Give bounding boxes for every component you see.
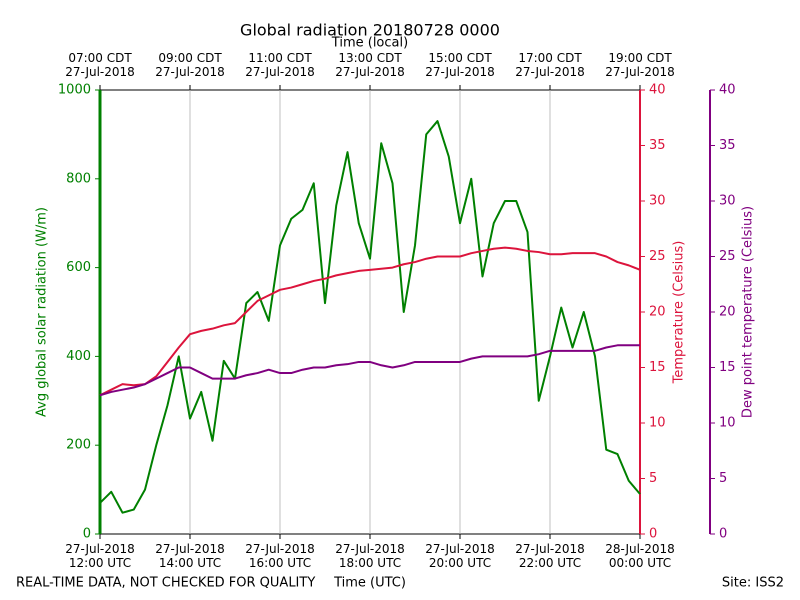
y3-tick-label: 35 [719, 138, 736, 153]
y3-tick-label: 25 [719, 249, 736, 264]
y2-tick-label: 35 [649, 138, 666, 153]
y2-tick-label: 30 [649, 194, 666, 209]
y-tick-label: 600 [66, 260, 91, 275]
y3-tick-label: 10 [719, 416, 736, 431]
y-tick-label: 400 [66, 349, 91, 364]
y3-tick-label: 0 [719, 527, 727, 542]
x-tick-label: 27-Jul-2018 14:00 UTC [155, 542, 225, 570]
x2-tick-label: 11:00 CDT 27-Jul-2018 [245, 51, 315, 79]
y-tick-label: 0 [83, 527, 91, 542]
y3-tick-label: 15 [719, 360, 736, 375]
y3-axis-label: Dew point temperature (Celsius) [741, 206, 756, 418]
y2-axis-label: Temperature (Celsius) [672, 241, 687, 385]
x2-tick-label: 15:00 CDT 27-Jul-2018 [425, 51, 495, 79]
y3-tick-label: 20 [719, 305, 736, 320]
series-line [99, 246, 641, 397]
x-axis-label: Time (UTC) [333, 576, 406, 591]
x2-axis-label: Time (local) [331, 36, 408, 51]
x2-tick-label: 13:00 CDT 27-Jul-2018 [335, 51, 405, 79]
y3-tick-label: 5 [719, 471, 727, 486]
x-tick-label: 27-Jul-2018 18:00 UTC [335, 542, 405, 570]
x-tick-label: 27-Jul-2018 20:00 UTC [425, 542, 495, 570]
y2-tick-label: 20 [649, 305, 666, 320]
x2-tick-label: 19:00 CDT 27-Jul-2018 [605, 51, 675, 79]
y3-tick-label: 40 [719, 83, 736, 98]
y-tick-label: 200 [66, 438, 91, 453]
x-tick-label: 27-Jul-2018 16:00 UTC [245, 542, 315, 570]
y2-tick-label: 10 [649, 416, 666, 431]
y2-tick-label: 0 [649, 527, 657, 542]
series-line [99, 120, 641, 514]
y2-tick-label: 15 [649, 360, 666, 375]
footer-left: REAL-TIME DATA, NOT CHECKED FOR QUALITY [16, 576, 315, 591]
x2-tick-label: 07:00 CDT 27-Jul-2018 [65, 51, 135, 79]
x-tick-label: 27-Jul-2018 12:00 UTC [65, 542, 135, 570]
y3-tick-label: 30 [719, 194, 736, 209]
y2-tick-label: 25 [649, 249, 666, 264]
chart-title: Global radiation 20180728 0000 [240, 21, 500, 40]
x-tick-label: 27-Jul-2018 22:00 UTC [515, 542, 585, 570]
x-tick-label: 28-Jul-2018 00:00 UTC [605, 542, 675, 570]
footer-right: Site: ISS2 [722, 576, 784, 591]
x2-tick-label: 17:00 CDT 27-Jul-2018 [515, 51, 585, 79]
y2-tick-label: 5 [649, 471, 657, 486]
x2-tick-label: 09:00 CDT 27-Jul-2018 [155, 51, 225, 79]
y2-tick-label: 40 [649, 83, 666, 98]
series-line [99, 344, 640, 397]
y-tick-label: 1000 [58, 83, 91, 98]
y-axis-label: Avg global solar radiation (W/m) [35, 207, 50, 417]
y-tick-label: 800 [66, 171, 91, 186]
